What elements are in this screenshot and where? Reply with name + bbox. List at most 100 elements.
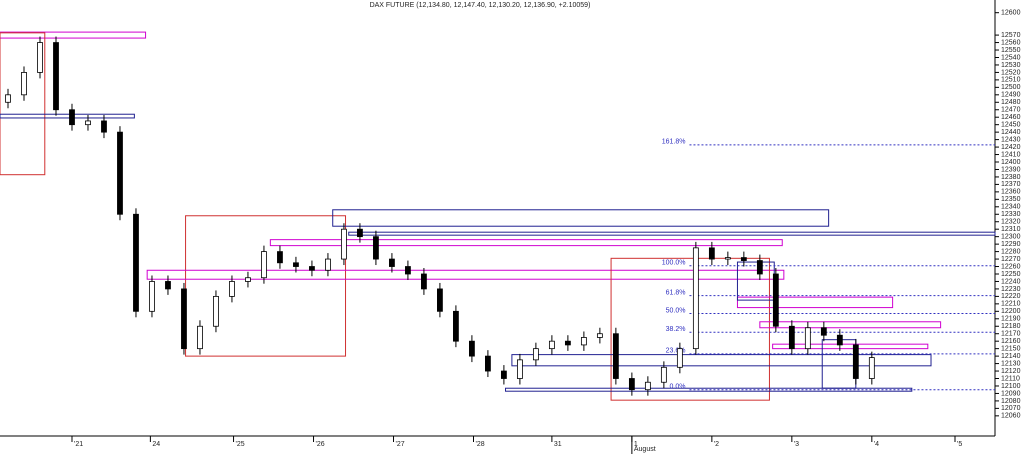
candle-body [293, 262, 299, 267]
x-tick-label: 24 [152, 441, 160, 448]
x-tick-label: '2 [714, 441, 719, 448]
candle-body [580, 337, 587, 346]
candle-body [868, 357, 875, 379]
zone [0, 31, 147, 39]
y-tick-label: 12160 [1001, 338, 1021, 345]
candle-body [660, 366, 667, 383]
y-tick-label: 12120 [1001, 368, 1021, 375]
y-tick-label: 12540 [1001, 54, 1021, 61]
candle-body [421, 273, 427, 290]
y-tick-label: 12250 [1001, 271, 1021, 278]
y-tick-label: 12270 [1001, 256, 1021, 263]
candle-body [437, 288, 443, 312]
y-tick-label: 12090 [1001, 390, 1021, 397]
y-tick-label: 12290 [1001, 241, 1021, 248]
zone [759, 321, 942, 329]
y-tick-label: 12150 [1001, 345, 1021, 352]
candle-body [69, 109, 75, 126]
y-tick-label: 12210 [1001, 301, 1021, 308]
candle-body [373, 236, 379, 260]
candle-body [213, 295, 219, 327]
y-tick-label: 12460 [1001, 114, 1021, 121]
x-tick-label: 1 [634, 441, 638, 448]
y-tick-label: 12560 [1001, 39, 1021, 46]
y-tick-label: 12300 [1001, 234, 1021, 241]
candle-body [85, 120, 91, 126]
fib-label: 100.0% [662, 260, 686, 267]
x-tick-label: '4 [874, 441, 879, 448]
zone [736, 261, 775, 301]
y-tick-label: 12340 [1001, 204, 1021, 211]
y-tick-label: 12520 [1001, 69, 1021, 76]
zone [348, 231, 996, 236]
candle-body [724, 257, 731, 260]
y-tick-label: 12510 [1001, 77, 1021, 84]
candle-body [37, 42, 43, 73]
y-tick-label: 12100 [1001, 383, 1021, 390]
x-tick-label: '27 [396, 441, 405, 448]
candle-body [532, 348, 539, 361]
x-tick-label: '25 [236, 441, 245, 448]
zone [146, 269, 785, 280]
zone [504, 387, 913, 392]
y-tick-label: 12180 [1001, 323, 1021, 330]
candle-body [357, 228, 363, 238]
y-tick-label: 12330 [1001, 211, 1021, 218]
y-tick-label: 12360 [1001, 189, 1021, 196]
candle-body [405, 266, 411, 275]
candle-body [596, 333, 603, 338]
candle-body [165, 281, 171, 290]
candle-body [564, 340, 571, 346]
candle-body [277, 251, 283, 264]
y-tick-label: 12600 [1001, 10, 1021, 17]
candle-body [469, 340, 475, 357]
y-tick-label: 12570 [1001, 32, 1021, 39]
x-tick-label: '28 [476, 441, 485, 448]
y-tick-label: 12430 [1001, 136, 1021, 143]
y-tick-label: 12080 [1001, 398, 1021, 405]
y-tick-label: 12200 [1001, 308, 1021, 315]
y-tick-label: 12420 [1001, 144, 1021, 151]
zone [185, 215, 347, 357]
y-tick-label: 12400 [1001, 159, 1021, 166]
candle-body [197, 325, 203, 350]
zone [736, 296, 894, 309]
candle-body [852, 344, 859, 379]
candle-body [229, 281, 235, 297]
y-tick-label: 12410 [1001, 151, 1021, 158]
y-tick-label: 12550 [1001, 47, 1021, 54]
candle-body [21, 72, 27, 96]
y-tick-label: 12140 [1001, 353, 1021, 360]
zone [269, 239, 783, 247]
candle-body [500, 370, 507, 379]
y-tick-label: 12110 [1001, 375, 1020, 382]
y-tick-label: 12260 [1001, 263, 1021, 270]
candle-body [5, 94, 11, 103]
candle-body [341, 228, 347, 260]
fib-label: 50.0% [666, 307, 686, 314]
zone [821, 339, 857, 389]
fib-label: 38.2% [666, 326, 686, 333]
candle-body [708, 247, 715, 260]
candle-body [692, 247, 699, 350]
candle-body [628, 378, 635, 391]
candle-body [101, 120, 107, 133]
y-tick-label: 12190 [1001, 316, 1021, 323]
candle-body [133, 213, 139, 312]
zone [610, 257, 770, 401]
candle-body [676, 348, 683, 368]
y-tick-label: 12440 [1001, 129, 1021, 136]
y-tick-label: 12500 [1001, 84, 1021, 91]
fib-label: 23.6% [666, 348, 686, 355]
zone [332, 209, 830, 227]
candle-body [261, 251, 267, 279]
y-tick-label: 12490 [1001, 92, 1021, 99]
y-tick-label: 12060 [1001, 413, 1021, 420]
candle-body [788, 325, 795, 350]
month-label: August [634, 446, 656, 453]
y-tick-label: 12130 [1001, 360, 1021, 367]
candle-body [516, 359, 523, 379]
y-tick-label: 12350 [1001, 196, 1021, 203]
y-tick-label: 12470 [1001, 107, 1021, 114]
